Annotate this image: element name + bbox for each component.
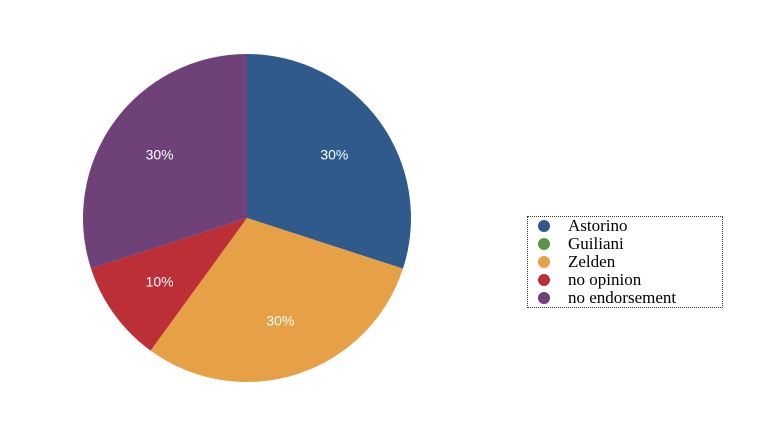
pie-slice-no-opinion [91, 218, 247, 351]
slice-label-no-opinion: 10% [146, 273, 174, 289]
slice-label-astorino: 30% [320, 147, 348, 163]
legend-label: no endorsement [568, 288, 677, 307]
pie-slice-labels: 30% 30% 10% 30% [146, 147, 349, 329]
slice-label-zelden: 30% [266, 313, 294, 329]
pie-slice-zelden [150, 218, 403, 382]
legend-item: Guiliani [538, 235, 722, 253]
legend-item: Astorino [538, 217, 722, 235]
legend-label: Guiliani [568, 234, 624, 253]
legend-swatch [538, 220, 550, 232]
legend-item: no endorsement [538, 289, 722, 307]
legend-swatch [538, 238, 550, 250]
pie-slice-astorino [247, 54, 411, 269]
legend-swatch [538, 292, 550, 304]
pie-slice-no-endorsement [83, 53, 247, 269]
legend-swatch [538, 256, 550, 268]
legend: Astorino Guiliani Zelden no opinion no endor… [527, 216, 723, 308]
pie-slices [83, 53, 411, 382]
legend-item: no opinion [538, 271, 722, 289]
legend-label: Zelden [568, 252, 616, 271]
legend-item: Zelden [538, 253, 722, 271]
legend-label: Astorino [568, 216, 628, 235]
legend-swatch [538, 274, 550, 286]
legend-label: no opinion [568, 270, 642, 289]
slice-label-no-endorsement: 30% [146, 147, 174, 163]
